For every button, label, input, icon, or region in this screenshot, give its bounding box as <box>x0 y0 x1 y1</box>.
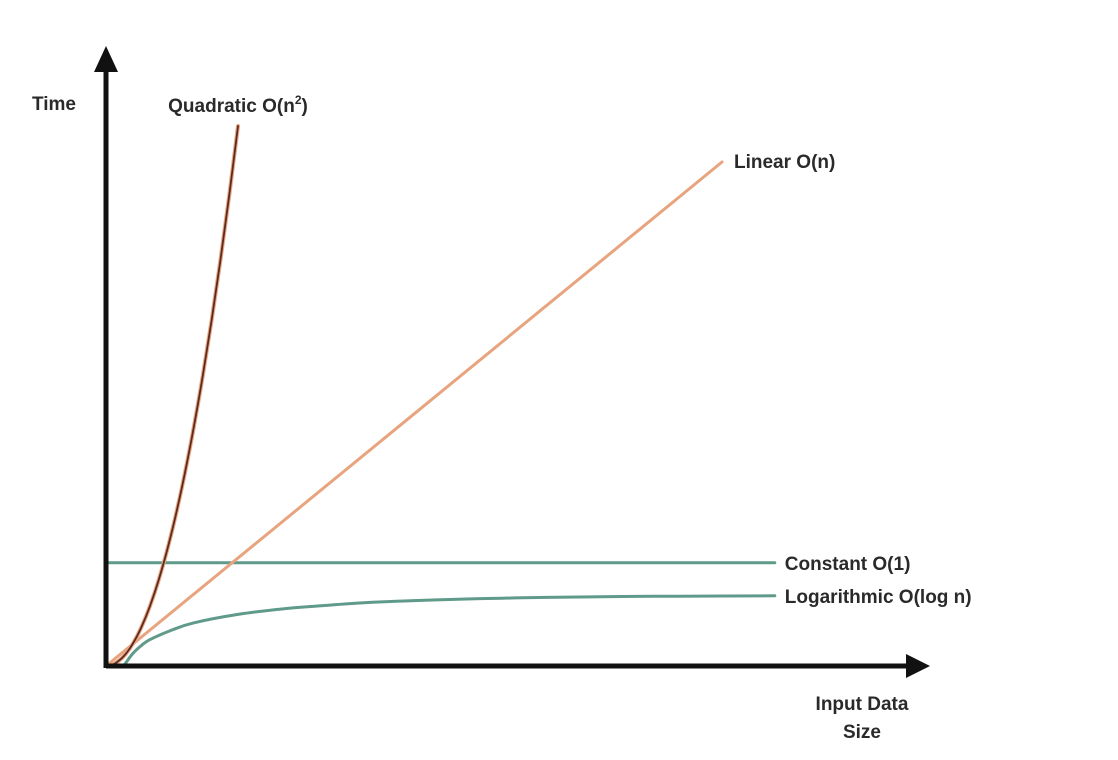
series-label-logarithmic: Logarithmic O(log n) <box>785 587 972 608</box>
series-label-quadratic: Quadratic O(n2) <box>168 93 308 117</box>
series-label-quadratic-close: ) <box>302 96 308 117</box>
y-axis-label: Time <box>32 94 76 115</box>
series-label-quadratic-exponent: 2 <box>295 93 302 107</box>
x-axis-arrow-icon <box>906 654 930 678</box>
x-axis-label-line-1: Input Data <box>816 694 909 715</box>
series-label-linear: Linear O(n) <box>734 152 835 173</box>
series-line-quadratic <box>107 125 239 667</box>
axes-layer <box>94 46 930 678</box>
series-line-logarithmic <box>122 594 777 668</box>
series-label-constant: Constant O(1) <box>785 554 911 575</box>
series-line-quadratic-halo <box>106 124 240 668</box>
labels-layer: Constant O(1) Logarithmic O(log n) Linear … <box>32 93 972 743</box>
series-label-quadratic-main: Quadratic O(n <box>168 96 295 117</box>
curves-layer <box>104 124 777 668</box>
series-line-linear <box>104 160 724 668</box>
y-axis-arrow-icon <box>94 46 118 72</box>
x-axis-label-line-2: Size <box>843 722 881 743</box>
